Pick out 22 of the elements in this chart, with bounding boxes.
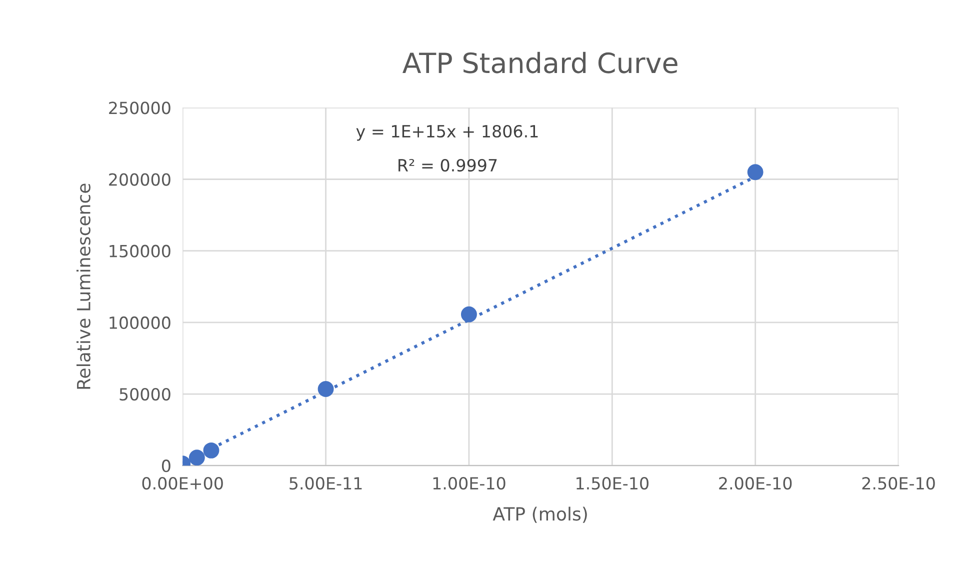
x-tick-label: 1.00E-10	[433, 477, 506, 490]
y-tick-label: 0	[162, 460, 170, 472]
x-tick-label: 1.50E-10	[576, 477, 648, 490]
annotation: R² = 0.9997	[398, 158, 497, 172]
x-tick-label: 2.00E-10	[719, 477, 792, 490]
point	[203, 442, 220, 458]
point	[460, 306, 477, 322]
point	[318, 381, 334, 397]
x-tick-label: 2.50E-10	[862, 477, 935, 490]
y-tick-label: 150000	[110, 244, 170, 258]
y-tick-label: 50000	[120, 388, 170, 401]
y-tick-label: 200000	[109, 173, 170, 186]
x-axis-title: ATP (mols)	[492, 506, 587, 523]
annotation: y = 1E+15x + 1806.1	[356, 124, 538, 141]
y-axis-title: Relative Luminescence	[76, 184, 90, 389]
point	[747, 164, 764, 180]
x-tick-label: 5.00E-11	[290, 477, 362, 490]
chart-title: ATP Standard Curve	[402, 52, 678, 74]
y-tick-label: 250000	[109, 102, 170, 114]
x-tick-label: 0.00E+00	[142, 477, 223, 490]
y-tick-label: 100000	[110, 316, 170, 329]
point	[188, 450, 205, 466]
